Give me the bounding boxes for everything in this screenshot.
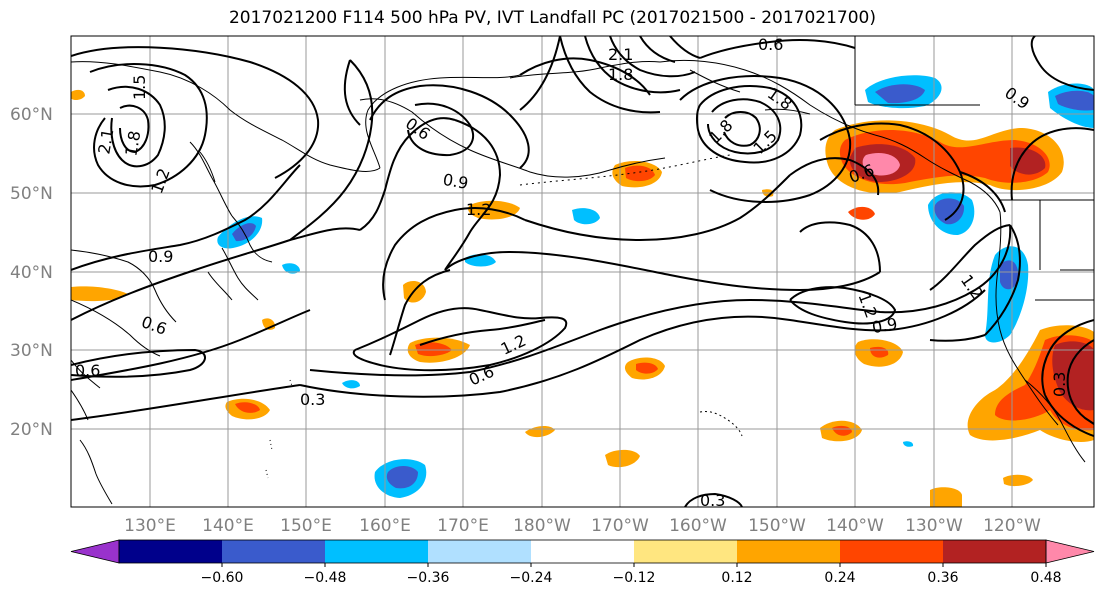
contour-label: 0.3 — [1050, 372, 1069, 397]
contour-label: 2.1 — [608, 45, 633, 64]
lon-label: 170°W — [591, 516, 649, 536]
colorbar: −0.60 −0.48 −0.36 −0.24 −0.12 0.12 0.24 0.36 0.4… — [70, 539, 1095, 586]
contour-label: 0.6 — [758, 35, 783, 54]
lon-label: 150°E — [280, 516, 332, 536]
contour-label: 1.2 — [466, 200, 491, 219]
coastlines — [71, 36, 1094, 505]
lat-label: 30°N — [10, 341, 53, 361]
colorbar-segment — [119, 540, 223, 563]
colorbar-arrow-high — [1045, 539, 1095, 564]
colorbar-segment — [840, 540, 944, 563]
colorbar-outline — [118, 539, 1047, 564]
colorbar-segment — [222, 540, 326, 563]
lat-label: 40°N — [10, 263, 53, 283]
lat-label: 20°N — [10, 420, 53, 440]
lon-label: 130°W — [905, 516, 963, 536]
contour-label: 0.3 — [300, 390, 325, 409]
colorbar-tick-label: 0.48 — [1030, 570, 1061, 586]
contour-label: 0.9 — [148, 247, 173, 266]
lon-label: 150°W — [748, 516, 806, 536]
lon-label: 140°E — [202, 516, 254, 536]
lat-label: 50°N — [10, 184, 53, 204]
colorbar-tick-label: −0.60 — [201, 570, 244, 586]
contour-label: 0.9 — [441, 170, 469, 193]
pv-contours — [71, 36, 1094, 507]
longitude-labels: 130°E 140°E 150°E 160°E 170°E 180°W 170°… — [124, 516, 1041, 536]
colorbar-segment — [634, 540, 738, 563]
contour-label: 1.5 — [130, 75, 149, 100]
latitude-labels: 60°N 50°N 40°N 30°N 20°N — [10, 105, 53, 440]
contour-label: 0.3 — [700, 491, 725, 510]
lon-label: 120°W — [983, 516, 1041, 536]
lon-label: 180°W — [513, 516, 571, 536]
colorbar-tick-label: −0.48 — [304, 570, 347, 586]
graticule — [71, 36, 1094, 507]
colorbar-tick-label: −0.12 — [613, 570, 656, 586]
colorbar-segment — [325, 540, 429, 563]
contour-label: 1.8 — [608, 65, 633, 84]
map-frame — [70, 35, 1095, 508]
colorbar-tick-label: −0.24 — [510, 570, 553, 586]
colorbar-tick-label: −0.36 — [407, 570, 450, 586]
colorbar-segment — [531, 540, 635, 563]
contour-label: 0.9 — [871, 314, 899, 337]
contour-label: 0.6 — [75, 361, 100, 380]
colorbar-segment — [428, 540, 532, 563]
colorbar-tick-label: 0.24 — [824, 570, 855, 586]
contour-label: 2.1 — [94, 127, 117, 155]
lon-label: 170°E — [437, 516, 489, 536]
lat-label: 60°N — [10, 105, 53, 125]
map-title: 2017021200 F114 500 hPa PV, IVT Landfall… — [228, 8, 876, 28]
lon-label: 140°W — [826, 516, 884, 536]
lon-label: 130°E — [124, 516, 176, 536]
lon-label: 160°W — [669, 516, 727, 536]
colorbar-segment — [943, 540, 1047, 563]
contour-label: 1.8 — [121, 129, 144, 157]
colorbar-arrow-low — [70, 539, 120, 564]
colorbar-tick-label: 0.12 — [721, 570, 752, 586]
anomaly-shading — [71, 75, 1094, 507]
lon-label: 160°E — [359, 516, 411, 536]
colorbar-segment — [737, 540, 841, 563]
colorbar-tick-label: 0.36 — [927, 570, 958, 586]
